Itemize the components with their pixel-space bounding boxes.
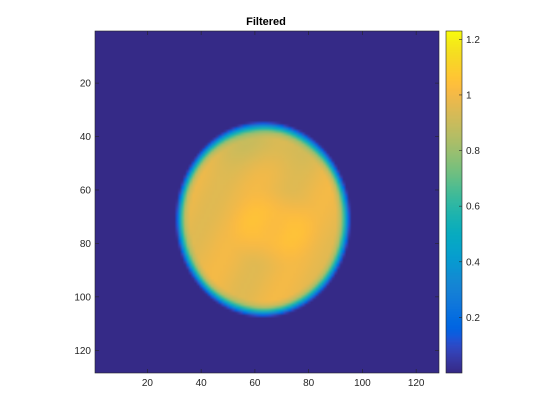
x-tick-label: 40: [196, 378, 208, 389]
y-tick-label: 40: [80, 132, 92, 143]
x-tick-label: 80: [303, 378, 315, 389]
x-tick-label: 120: [408, 378, 425, 389]
colorbar-tick-label: 0.6: [466, 202, 480, 213]
x-tick-label: 20: [142, 378, 154, 389]
colorbar-frame: [445, 30, 463, 374]
colorbar-gradient: [446, 31, 462, 373]
heatmap-axes-frame: [94, 30, 440, 374]
y-tick-label: 120: [74, 346, 91, 357]
x-tick-label: 100: [354, 378, 371, 389]
colorbar-tick-label: 1: [466, 90, 472, 101]
heatmap-image: [95, 31, 439, 373]
y-tick-label: 20: [80, 79, 92, 90]
y-tick-label: 100: [74, 292, 91, 303]
heatmap-y-axis: 20 40 60 80 100 120: [74, 79, 439, 357]
y-tick-label: 80: [80, 239, 92, 250]
chart-title: Filtered: [246, 16, 286, 28]
colorbar-tick-label: 1.2: [466, 35, 480, 46]
heatmap-image-holder: [95, 31, 439, 373]
colorbar-tick-label: 0.2: [466, 313, 480, 324]
colorbar-axis: 0.2 0.4 0.6 0.8 1 1.2: [459, 35, 480, 324]
x-tick-label: 60: [249, 378, 261, 389]
colorbar-tick-label: 0.4: [466, 257, 480, 268]
colorbar-image-holder: [446, 31, 462, 373]
colorbar-tick-label: 0.8: [466, 146, 480, 157]
heatmap-x-axis: 20 40 60 80 100 120: [142, 31, 425, 389]
y-tick-label: 60: [80, 185, 92, 196]
